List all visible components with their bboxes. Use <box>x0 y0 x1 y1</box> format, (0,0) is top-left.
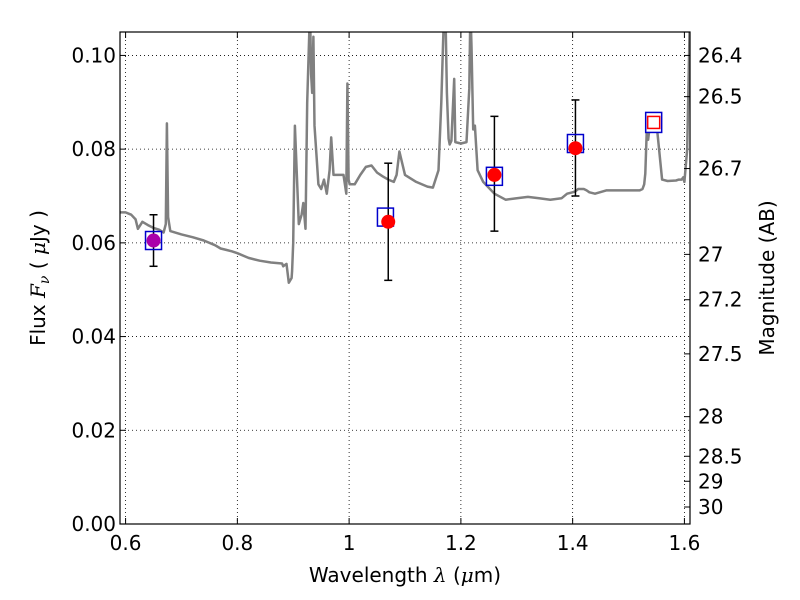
y-axis-title: Flux Fν ( μJy ) <box>26 210 53 346</box>
mag-tick-label: 27.2 <box>698 288 743 312</box>
mag-tick-label: 29 <box>698 469 723 493</box>
grid-layer <box>120 32 690 524</box>
mag-tick-label: 28 <box>698 405 723 429</box>
mag-tick-label: 27 <box>698 242 723 266</box>
x-tick-label: 1.2 <box>445 531 477 555</box>
sed-model-line <box>120 32 690 284</box>
y-tick-label: 0.10 <box>71 43 116 67</box>
plot-frame <box>119 31 691 525</box>
y-tick-label: 0.00 <box>71 512 116 536</box>
y-tick-label: 0.04 <box>71 325 116 349</box>
x-tick-label: 0.6 <box>110 531 142 555</box>
errorbar-layer <box>149 99 580 282</box>
observed-point <box>568 141 583 156</box>
observed-point <box>146 233 161 248</box>
mag-tick-label: 28.5 <box>698 444 743 468</box>
y-tick-label: 0.08 <box>71 137 116 161</box>
mag-tick-label: 26.4 <box>698 43 743 67</box>
model-marker <box>144 230 163 251</box>
observed-point <box>487 167 502 182</box>
tick-layer <box>120 32 690 525</box>
mag-tick-label: 27.5 <box>698 342 743 366</box>
x-tick-label: 1.6 <box>669 531 701 555</box>
x-tick-label: 1 <box>343 531 356 555</box>
marker-layer <box>144 111 663 251</box>
mag-tick-label: 30 <box>698 495 723 519</box>
x-tick-label: 1.4 <box>557 531 589 555</box>
model-marker <box>485 166 504 187</box>
x-tick-label: 0.8 <box>221 531 253 555</box>
mag-tick-label: 26.5 <box>698 85 743 109</box>
label-layer: 0.6 0.8 1 1.2 1.4 1.6 0.00 0.02 0.04 0.06 0.08 0.10… <box>71 43 742 555</box>
observed-point <box>381 214 396 229</box>
y2-axis-title: Magnitude (AB) <box>755 200 779 355</box>
y-tick-label: 0.06 <box>71 231 116 255</box>
model-marker-inner <box>646 115 661 130</box>
mag-tick-label: 26.7 <box>698 157 743 181</box>
y-tick-label: 0.02 <box>71 418 116 442</box>
x-axis-title: Wavelength λ (μm) <box>309 563 501 587</box>
sed-layer <box>120 32 690 284</box>
